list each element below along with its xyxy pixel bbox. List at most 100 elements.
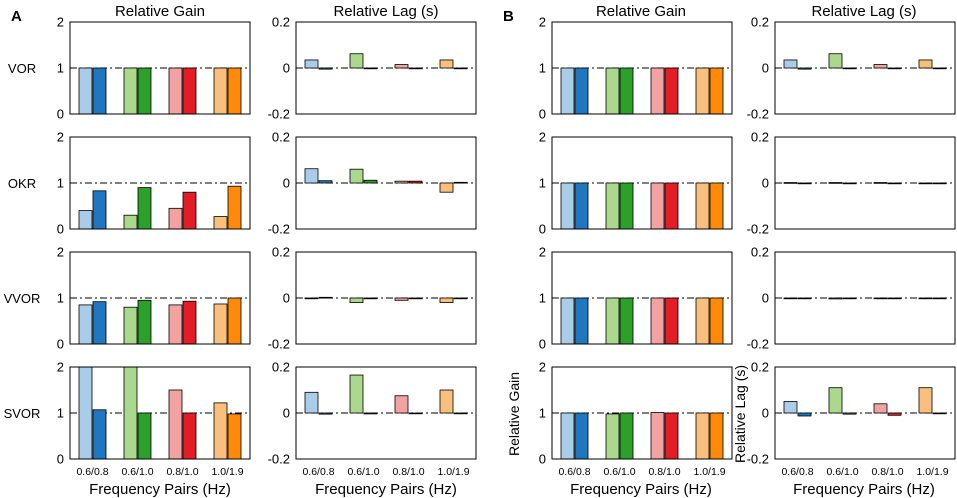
bar-a-svor-gain-high-0.6-1.0	[137, 412, 152, 460]
bar-a-vor-gain-low-0.6-1.0	[123, 67, 138, 115]
bar-b-svor-gain-low-0.8-1.0	[650, 412, 665, 460]
y-tick-label: -0.2	[268, 452, 290, 467]
row-label-vor: VOR	[8, 61, 36, 76]
bar-a-okr-gain-low-1.0-1.9	[213, 216, 228, 230]
bar-b-svor-gain-low-0.6-1.0	[605, 413, 620, 460]
bar-b-okr-gain-high-0.6-1.0	[619, 182, 634, 230]
bar-a-svor-lag-low-0.8-1.0	[394, 395, 409, 414]
bar-b-vor-gain-high-0.6-0.8	[574, 67, 589, 115]
x-tick-label: 0.6/1.0	[826, 466, 858, 478]
bar-b-vor-gain-low-0.8-1.0	[650, 67, 665, 115]
y-tick-label: 0.2	[272, 360, 290, 375]
bar-b-svor-gain-high-0.6-1.0	[619, 412, 634, 460]
bar-a-svor-gain-low-0.6-0.8	[78, 366, 93, 460]
y-tick-label: 1	[57, 291, 64, 306]
bar-a-svor-lag-high-0.6-0.8	[318, 412, 333, 415]
bar-b-svor-lag-low-0.6-0.8	[783, 401, 798, 414]
x-tick-label: 0.6/0.8	[76, 466, 108, 478]
subplot-b-vor-lag: -0.2 0 0.2	[747, 15, 956, 122]
y-tick-label: -0.2	[747, 107, 769, 122]
bar-a-vvor-gain-high-0.6-0.8	[92, 301, 107, 345]
row-label-vvor: VVOR	[4, 291, 41, 306]
bar-a-svor-lag-low-1.0-1.9	[439, 389, 454, 414]
bar-a-okr-gain-low-0.6-0.8	[78, 210, 93, 230]
subplot-a-vvor-lag: -0.2 0 0.2	[268, 245, 477, 352]
bar-a-vvor-lag-high-0.8-1.0	[408, 297, 423, 300]
bar-a-svor-lag-high-0.6-1.0	[363, 412, 378, 415]
y-tick-label: 0	[762, 406, 769, 421]
bar-a-vor-lag-low-0.8-1.0	[394, 64, 409, 69]
y-tick-label: -0.2	[268, 222, 290, 237]
x-tick-label: 1.0/1.9	[916, 466, 948, 478]
bar-a-okr-lag-high-0.6-1.0	[363, 179, 378, 184]
y-tick-label: 2	[57, 130, 64, 145]
xlabel-b-gain: Frequency Pairs (Hz)	[570, 481, 712, 498]
bar-a-okr-gain-low-0.6-1.0	[123, 214, 138, 230]
bar-b-okr-gain-low-1.0-1.9	[695, 182, 710, 230]
bar-a-vor-gain-high-0.8-1.0	[182, 67, 197, 115]
bar-b-vvor-gain-high-0.8-1.0	[664, 297, 679, 345]
y-tick-label: 0	[539, 107, 546, 122]
bar-b-svor-lag-low-0.8-1.0	[873, 403, 888, 414]
x-tick-label: 0.6/0.8	[302, 466, 334, 478]
bar-b-okr-lag-low-0.6-1.0	[828, 182, 843, 184]
y-tick-label: 2	[57, 15, 64, 30]
bar-b-okr-lag-high-0.8-1.0	[887, 182, 902, 185]
y-tick-label: 0	[762, 176, 769, 191]
y-tick-label: 1	[57, 176, 64, 191]
subplot-b-svor-lag: -0.2 0 0.2 0.6/0.8 0.6/1.0 0.8/1.0 1.0/1.9	[747, 360, 956, 478]
bar-b-okr-gain-low-0.8-1.0	[650, 182, 665, 230]
y-tick-label: 1	[539, 61, 546, 76]
bar-a-vvor-gain-low-0.6-0.8	[78, 304, 93, 345]
row-label-svor: SVOR	[4, 406, 41, 421]
bar-b-vvor-gain-high-1.0-1.9	[709, 297, 724, 345]
bar-a-vor-gain-low-1.0-1.9	[213, 67, 228, 115]
bar-b-vvor-lag-low-1.0-1.9	[918, 297, 933, 300]
bar-b-vvor-lag-high-0.6-0.8	[797, 297, 812, 300]
y-tick-label: 0.2	[272, 15, 290, 30]
bar-b-okr-lag-low-0.6-0.8	[783, 182, 798, 184]
x-tick-label: 0.6/1.0	[121, 466, 153, 478]
subplot-a-vvor-gain: 0 1 2	[57, 245, 251, 352]
bar-b-vvor-lag-low-0.6-0.8	[783, 297, 798, 300]
bar-a-vor-lag-high-0.6-1.0	[363, 67, 378, 70]
bar-a-okr-lag-high-0.6-0.8	[318, 180, 333, 184]
y-tick-label: -0.2	[747, 222, 769, 237]
bar-a-svor-lag-high-1.0-1.9	[453, 412, 468, 415]
bar-a-svor-gain-high-1.0-1.9	[227, 413, 242, 460]
bar-a-svor-lag-low-0.6-1.0	[349, 374, 364, 414]
bar-b-okr-lag-high-1.0-1.9	[932, 182, 947, 185]
y-tick-label: 2	[539, 15, 546, 30]
y-tick-label: 1	[539, 406, 546, 421]
subplot-b-okr-gain: 0 1 2	[539, 130, 733, 237]
y-tick-label: 1	[57, 406, 64, 421]
bar-a-vor-gain-low-0.6-0.8	[78, 67, 93, 115]
x-tick-label: 0.6/1.0	[347, 466, 379, 478]
bar-a-vor-gain-high-0.6-0.8	[92, 67, 107, 115]
y-tick-label: -0.2	[268, 337, 290, 352]
bar-b-okr-gain-high-0.8-1.0	[664, 182, 679, 230]
subplot-a-svor-lag: -0.2 0 0.2 0.6/0.8 0.6/1.0 0.8/1.0 1.0/1.9	[268, 360, 477, 478]
y-tick-label: -0.2	[747, 337, 769, 352]
x-tick-label: 0.6/1.0	[603, 466, 635, 478]
bar-b-vor-lag-high-0.6-1.0	[842, 67, 857, 70]
y-tick-label: 0.2	[751, 245, 769, 260]
bar-b-vor-gain-high-0.6-1.0	[619, 67, 634, 115]
subplot-a-svor-gain: 0 1 2 0.6/0.8 0.6/1.0 0.8/1.0 1.0/1.9	[57, 360, 251, 478]
bar-b-vvor-gain-high-0.6-1.0	[619, 297, 634, 345]
bar-b-svor-lag-low-0.6-1.0	[828, 387, 843, 414]
bar-a-okr-gain-high-0.6-0.8	[92, 190, 107, 230]
bar-a-vvor-lag-low-0.6-1.0	[349, 297, 364, 303]
bar-a-okr-gain-low-0.8-1.0	[168, 207, 183, 230]
bar-a-svor-gain-low-0.8-1.0	[168, 389, 183, 460]
bar-a-vvor-lag-low-0.6-0.8	[304, 297, 319, 300]
bar-a-vvor-lag-low-1.0-1.9	[439, 297, 454, 303]
bar-a-vvor-gain-high-1.0-1.9	[227, 297, 242, 345]
bar-a-vvor-lag-high-0.6-0.8	[318, 296, 333, 299]
bar-b-svor-lag-high-1.0-1.9	[932, 412, 947, 415]
subplot-grid: 0 1 2 -0.2 0 0.2 0 1 2 -0.2 0 0.2 0 1 2 -0.2 0 0.2 0 1 2 0.6/…	[57, 15, 956, 478]
bar-b-svor-gain-high-1.0-1.9	[709, 412, 724, 460]
xlabel-b-lag: Frequency Pairs (Hz)	[793, 481, 935, 498]
bar-a-vor-gain-high-0.6-1.0	[137, 67, 152, 115]
